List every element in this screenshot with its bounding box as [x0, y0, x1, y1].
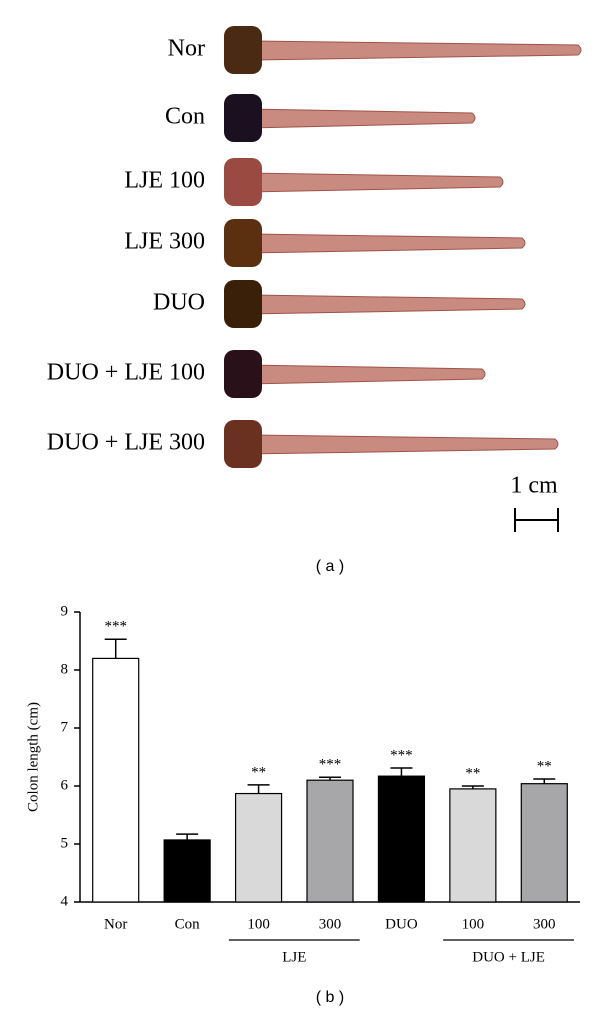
significance-label: ** — [465, 765, 480, 781]
colon-head — [224, 280, 262, 328]
group-label: DUO + LJE — [472, 949, 545, 965]
colon-tube — [249, 233, 526, 254]
scale-label: 1 cm — [510, 473, 558, 499]
group-label: LJE — [282, 949, 306, 965]
significance-label: ** — [537, 758, 552, 774]
y-tick-label: 6 — [61, 777, 69, 793]
bar — [163, 839, 211, 903]
group-label: Nor — [168, 36, 205, 62]
group-label: DUO + LJE 300 — [47, 430, 205, 456]
colon-tube — [249, 108, 476, 129]
bar — [449, 788, 497, 903]
significance-label: *** — [104, 619, 127, 635]
significance-label: *** — [319, 757, 342, 773]
y-tick-label: 5 — [61, 835, 69, 851]
y-tick-label: 9 — [61, 603, 69, 619]
colon-tube — [249, 294, 526, 315]
significance-label: *** — [390, 747, 413, 763]
x-tick-label: 100 — [462, 916, 485, 932]
group-label: Con — [165, 104, 205, 130]
y-tick-label: 4 — [61, 893, 69, 909]
colon-head — [224, 26, 262, 74]
bar — [234, 792, 283, 903]
colon-tube — [249, 434, 559, 455]
colon-tube — [249, 40, 582, 61]
x-tick-label: 300 — [533, 916, 556, 932]
significance-label: ** — [251, 764, 266, 780]
x-tick-label: Con — [175, 916, 201, 932]
colon-head — [224, 350, 262, 398]
x-tick-label: Nor — [104, 916, 127, 932]
x-tick-label: 100 — [247, 916, 270, 932]
bar — [92, 657, 140, 903]
x-tick-label: DUO — [385, 916, 418, 932]
panel-label: ( b ) — [316, 989, 344, 1006]
x-tick-label: 300 — [319, 916, 342, 932]
group-label: LJE 300 — [124, 229, 205, 255]
y-tick-label: 7 — [61, 719, 69, 735]
colon-head — [224, 420, 262, 468]
bar — [306, 779, 354, 903]
group-label: LJE 100 — [124, 168, 205, 194]
y-axis-label: Colon length (cm) — [25, 702, 41, 812]
colon-head — [224, 219, 262, 267]
colon-head — [224, 158, 262, 206]
scale-bar — [514, 508, 559, 532]
colon-tube — [249, 364, 486, 385]
group-label: DUO — [153, 290, 205, 316]
colon-tube — [249, 172, 504, 193]
bar — [520, 783, 568, 903]
bar — [377, 775, 426, 903]
colon-head — [224, 94, 262, 142]
y-tick-label: 8 — [61, 661, 69, 677]
group-label: DUO + LJE 100 — [47, 360, 205, 386]
panel-label: ( a ) — [316, 558, 344, 575]
